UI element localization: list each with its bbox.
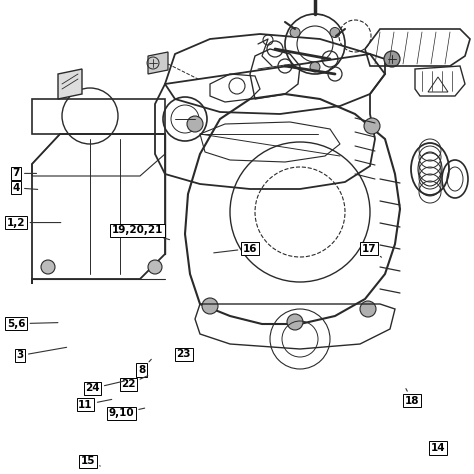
Circle shape	[41, 260, 55, 274]
Circle shape	[364, 118, 380, 134]
Text: 18: 18	[405, 389, 419, 406]
Polygon shape	[148, 52, 168, 74]
Circle shape	[148, 260, 162, 274]
Text: 22: 22	[121, 376, 148, 390]
Circle shape	[290, 27, 300, 37]
Circle shape	[310, 62, 320, 72]
Text: 19,20,21: 19,20,21	[112, 225, 170, 240]
Text: 15: 15	[81, 456, 100, 466]
Circle shape	[202, 298, 218, 314]
Circle shape	[287, 314, 303, 330]
Circle shape	[330, 27, 340, 37]
Circle shape	[360, 301, 376, 317]
Text: 11: 11	[78, 400, 112, 410]
Circle shape	[384, 51, 400, 67]
Text: 16: 16	[214, 244, 257, 254]
Text: 9,10: 9,10	[109, 408, 145, 418]
Text: 24: 24	[85, 381, 125, 393]
Text: 4: 4	[12, 183, 38, 193]
Text: 7: 7	[12, 168, 36, 178]
Polygon shape	[58, 69, 82, 99]
Text: 5,6: 5,6	[7, 319, 58, 328]
Text: 17: 17	[362, 244, 382, 257]
Text: 12: 12	[0, 473, 1, 474]
Text: 14: 14	[431, 443, 446, 453]
Text: 13: 13	[0, 473, 1, 474]
Text: 3: 3	[17, 347, 67, 361]
Text: 23: 23	[177, 349, 191, 361]
Text: 8: 8	[138, 359, 151, 375]
Circle shape	[187, 116, 203, 132]
Text: 1,2: 1,2	[7, 218, 61, 228]
